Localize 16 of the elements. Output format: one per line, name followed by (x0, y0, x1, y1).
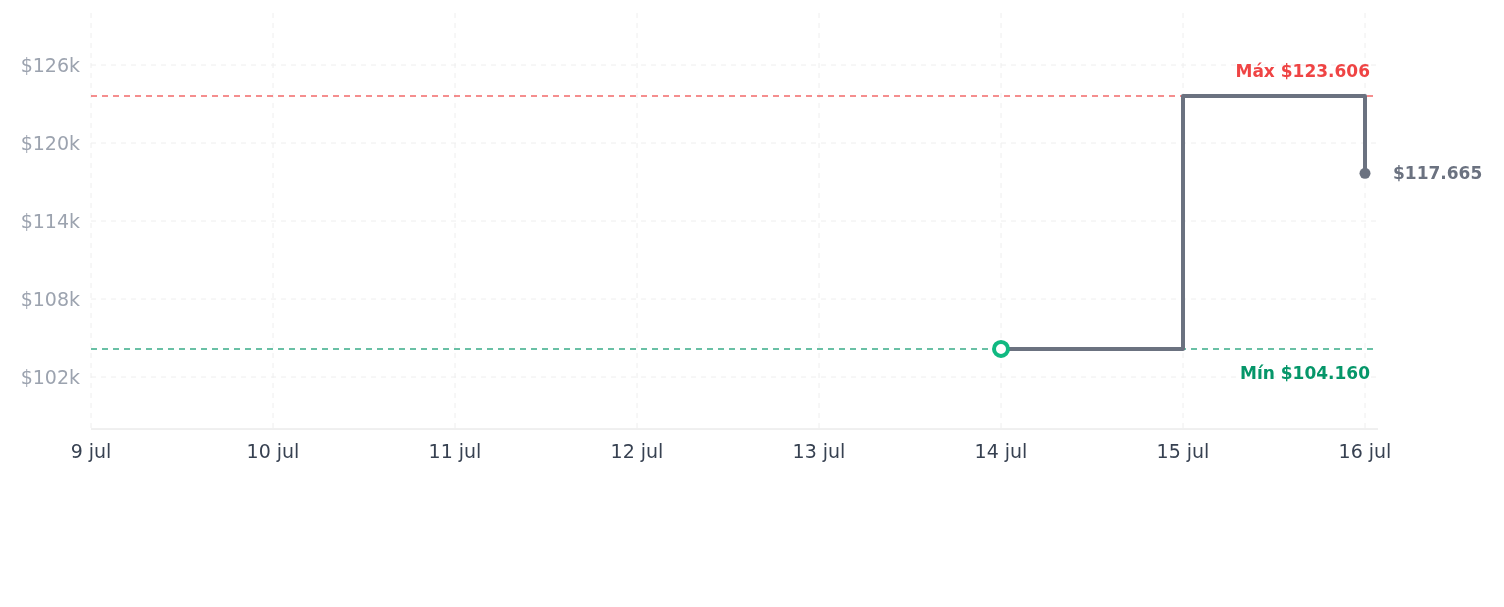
x-tick-label: 16 jul (1338, 440, 1392, 462)
x-tick-label: 9 jul (70, 440, 112, 462)
x-tick-label: 12 jul (610, 440, 664, 462)
annotation: $117.665 (1393, 163, 1483, 184)
x-tick-label: 15 jul (1156, 440, 1210, 462)
x-tick-label: 11 jul (428, 440, 482, 462)
y-tick-label: $108k (20, 287, 80, 310)
x-tick-label: 10 jul (246, 440, 300, 462)
y-tick-label: $126k (20, 53, 80, 76)
x-tick-label: 14 jul (974, 440, 1028, 462)
y-tick-label: $120k (20, 131, 80, 154)
ref-line-label: Máx $123.606 (1235, 61, 1370, 82)
y-tick-label: $102k (20, 365, 80, 388)
ref-line-label: Mín $104.160 (1239, 362, 1371, 383)
y-tick-label: $114k (20, 209, 80, 232)
x-tick-label: 13 jul (792, 440, 846, 462)
